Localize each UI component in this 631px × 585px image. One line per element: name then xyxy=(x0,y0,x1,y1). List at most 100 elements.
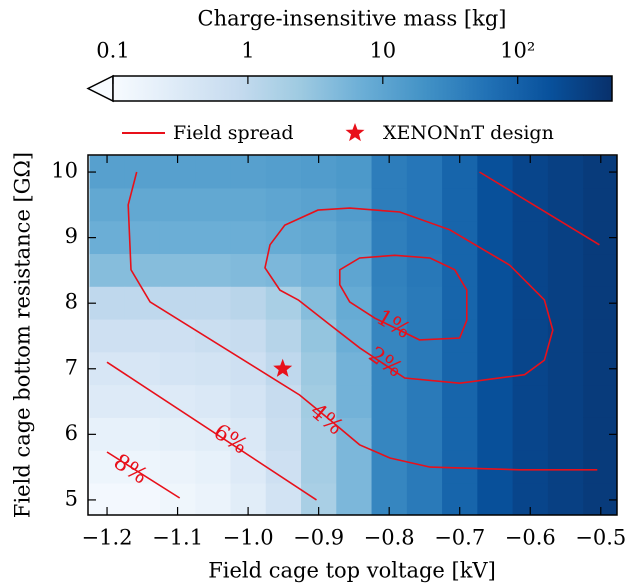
heatmap-cell xyxy=(406,221,443,255)
heatmap-cell xyxy=(547,221,584,255)
heatmap-cell xyxy=(406,155,443,189)
heatmap-cell xyxy=(159,254,196,288)
contour-line xyxy=(106,361,317,501)
heatmap-cell xyxy=(195,188,231,222)
heatmap-cell xyxy=(547,319,584,353)
heatmap-cell xyxy=(371,254,408,288)
contour-line xyxy=(127,171,598,471)
heatmap-cell xyxy=(265,385,302,419)
colorbar xyxy=(112,75,613,102)
heatmap-cell xyxy=(477,385,514,419)
colorbar-tick-label: 10 xyxy=(369,39,396,63)
x-tick-label: −0.9 xyxy=(293,526,344,550)
y-tick-label: 8 xyxy=(65,290,78,314)
y-tick-label: 9 xyxy=(65,224,78,248)
design-marker xyxy=(273,358,293,377)
heatmap-cell xyxy=(371,450,408,485)
x-tick-label: −1.1 xyxy=(152,526,203,550)
heatmap-cell xyxy=(124,417,161,452)
heatmap-cell xyxy=(230,254,267,288)
heatmap-cell xyxy=(477,155,514,189)
heatmap-cell xyxy=(124,385,161,419)
heatmap-cell xyxy=(336,188,373,222)
y-tick-label: 10 xyxy=(51,159,78,183)
x-axis-label: Field cage top voltage [kV] xyxy=(208,559,496,583)
heatmap-cell xyxy=(442,254,478,288)
x-tick-label: −1.0 xyxy=(223,526,274,550)
heatmap-cell xyxy=(195,450,231,485)
heatmap-cell xyxy=(230,286,267,321)
heatmap-cell xyxy=(477,254,514,288)
y-tick-label: 7 xyxy=(65,355,78,379)
heatmap-cell xyxy=(547,188,584,222)
heatmap-cell xyxy=(301,254,337,288)
heatmap-cell xyxy=(371,286,408,321)
heatmap-cell xyxy=(336,155,373,189)
heatmap-cell xyxy=(195,155,231,189)
heatmap-cell xyxy=(512,417,549,452)
heatmap-cell xyxy=(230,450,267,485)
heatmap-cell xyxy=(512,352,549,386)
heatmap-cell xyxy=(442,417,478,452)
contour-line xyxy=(264,207,554,385)
heatmap-cell xyxy=(547,254,584,288)
colorbar-tick-label: 1 xyxy=(241,39,254,63)
heatmap-cell xyxy=(336,254,373,288)
heatmap-cell xyxy=(371,352,408,386)
heatmap-cell xyxy=(547,155,584,189)
heatmap-cell xyxy=(195,319,231,353)
heatmap-cell xyxy=(406,385,443,419)
heatmap-cell xyxy=(265,417,302,452)
heatmap-cell xyxy=(195,221,231,255)
colorbar-tick-label: 10² xyxy=(500,39,535,63)
x-tick-label: −0.5 xyxy=(575,526,626,550)
heatmap-cell xyxy=(371,385,408,419)
heatmap-cell xyxy=(301,417,337,452)
heatmap-cell xyxy=(547,286,584,321)
heatmap-cell xyxy=(159,385,196,419)
heatmap-cell xyxy=(195,352,231,386)
legend-label: Field spread xyxy=(173,122,294,144)
heatmap-cell xyxy=(371,188,408,222)
heatmap-cell xyxy=(195,286,231,321)
legend-marker-swatch xyxy=(345,123,365,142)
heatmap-cell xyxy=(124,155,161,189)
heatmap-cell xyxy=(477,188,514,222)
heatmap-cell xyxy=(336,385,373,419)
heatmap-cell xyxy=(583,483,617,515)
heatmap-cell xyxy=(230,385,267,419)
heatmap-cell xyxy=(336,319,373,353)
heatmap-cell xyxy=(583,254,617,288)
heatmap-cell xyxy=(89,319,126,353)
x-tick-label: −0.8 xyxy=(364,526,415,550)
heatmap-cell xyxy=(477,483,514,515)
heatmap-cell xyxy=(230,221,267,255)
heatmap-cell xyxy=(159,319,196,353)
heatmap-cell xyxy=(89,254,126,288)
heatmap-cell xyxy=(230,188,267,222)
heatmap-cell xyxy=(583,319,617,353)
heatmap-cell xyxy=(89,188,126,222)
heatmap-cell xyxy=(442,352,478,386)
y-axis-label: Field cage bottom resistance [GΩ] xyxy=(11,152,35,518)
heatmap-cell xyxy=(477,319,514,353)
heatmap-cell xyxy=(512,385,549,419)
heatmap-cell xyxy=(442,221,478,255)
heatmap-cell xyxy=(547,352,584,386)
heatmap-cell xyxy=(265,188,302,222)
heatmap-cell xyxy=(477,417,514,452)
colorbar-extend xyxy=(86,74,114,103)
heatmap-cell xyxy=(583,188,617,222)
heatmap-cell xyxy=(583,385,617,419)
heatmap-cell xyxy=(512,286,549,321)
heatmap-cell xyxy=(159,188,196,222)
heatmap-cell xyxy=(406,254,443,288)
heatmap-cell xyxy=(124,188,161,222)
heatmap-cell xyxy=(230,352,267,386)
heatmap-cell xyxy=(195,385,231,419)
colorbar-tick-label: 0.1 xyxy=(96,39,129,63)
heatmap-cell xyxy=(336,352,373,386)
heatmap-cell xyxy=(547,450,584,485)
heatmap-cell xyxy=(477,450,514,485)
x-tick-label: −1.2 xyxy=(82,526,133,550)
